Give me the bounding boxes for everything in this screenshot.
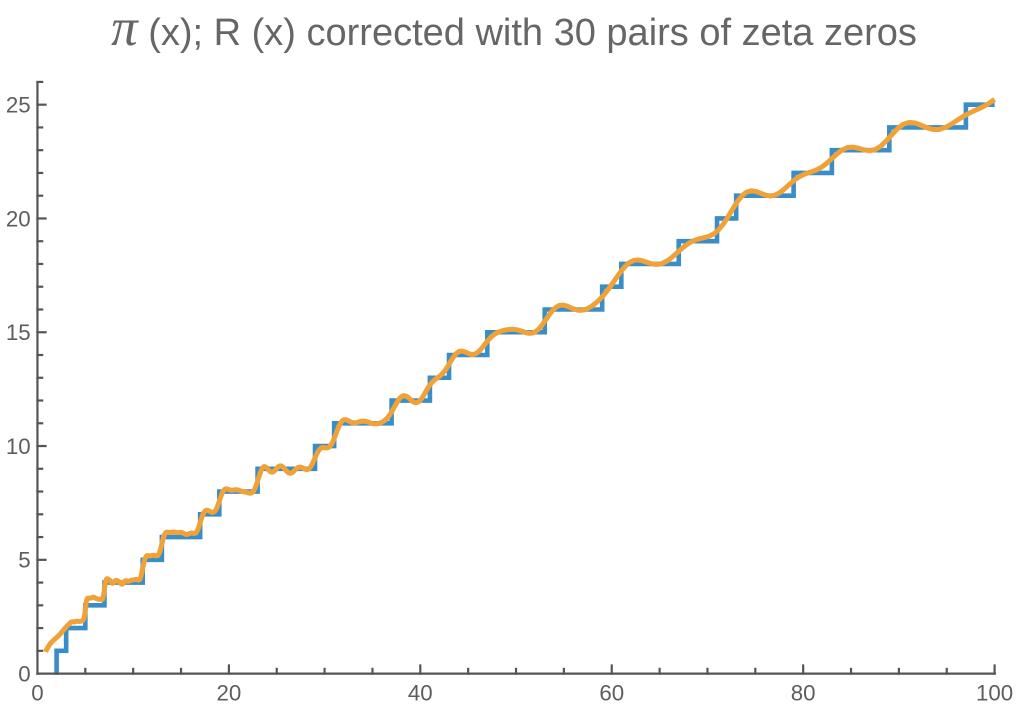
svg-text:60: 60 bbox=[599, 681, 624, 706]
svg-text:20: 20 bbox=[216, 681, 241, 706]
svg-text:20: 20 bbox=[6, 206, 31, 231]
svg-text:40: 40 bbox=[408, 681, 433, 706]
svg-text:25: 25 bbox=[6, 92, 31, 117]
svg-text:10: 10 bbox=[6, 434, 31, 459]
svg-text:100: 100 bbox=[976, 681, 1013, 706]
svg-text:80: 80 bbox=[791, 681, 816, 706]
svg-text:5: 5 bbox=[18, 548, 30, 573]
svg-text:0: 0 bbox=[18, 661, 30, 686]
svg-text:0: 0 bbox=[31, 681, 43, 706]
svg-text:π (x); R (x) corrected with 30: π (x); R (x) corrected with 30 pairs of … bbox=[111, 0, 917, 57]
svg-text:15: 15 bbox=[6, 320, 31, 345]
